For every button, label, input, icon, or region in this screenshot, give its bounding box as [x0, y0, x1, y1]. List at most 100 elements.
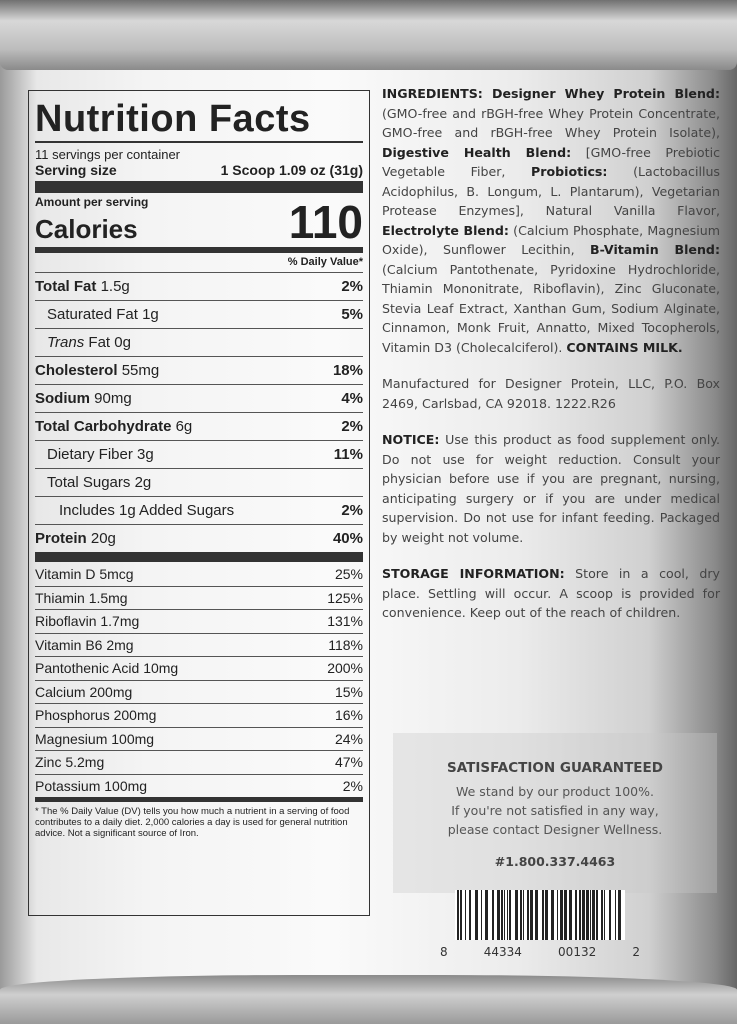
vitamin-name: Phosphorus: [35, 707, 110, 724]
vitamin-dv: 200%: [327, 660, 363, 677]
barcode-bar: [545, 890, 548, 940]
ingredient-heading: Probiotics:: [531, 164, 608, 179]
ingredient-text: [GMO-free Prebiotic Vegetable Fiber,: [382, 144, 720, 180]
vitamin-name-amount: Vitamin B6 2mg: [35, 637, 134, 653]
servings-per-container: 11 servings per container: [35, 147, 181, 162]
vitamin-amount: 100mg: [111, 730, 155, 747]
footnote: * The % Daily Value (DV) tells you how m…: [35, 797, 363, 843]
amount-per-serving: Amount per serving: [35, 195, 149, 209]
satisfaction-line: If you're not satisfied in any way,: [451, 803, 659, 818]
nutrient-name: Protein: [35, 530, 87, 547]
vitamin-dv: 118%: [328, 636, 363, 653]
vitamin-row: Vitamin D 5mcg 25%: [35, 562, 363, 586]
nutrient-amount: 90mg: [94, 390, 132, 407]
barcode-bar: [560, 890, 563, 940]
vitamin-row: Thiamin 1.5mg 125%: [35, 585, 363, 610]
nutrient-amount: 20g: [90, 530, 116, 547]
vitamin-amount: 100mg: [104, 777, 148, 794]
barcode-bar: [542, 890, 544, 940]
barcode-bar: [485, 890, 488, 940]
vitamin-row: Zinc 5.2mg 47%: [35, 750, 363, 774]
ingredients-text: INGREDIENTS: Designer Whey Protein Blend…: [382, 84, 720, 357]
divider: [35, 552, 363, 562]
ingredient-heading: INGREDIENTS: Designer Whey Protein Blend…: [382, 86, 720, 101]
nutrient-amount: 2g: [134, 474, 152, 491]
nutrient-amount: 0g: [114, 334, 131, 351]
ingredient-heading: B-Vitamin Blend:: [590, 242, 720, 257]
nutrient-dv: 4%: [341, 390, 363, 407]
barcode-bar: [601, 890, 603, 940]
calories-value: 110: [288, 196, 363, 248]
barcode-bar: [492, 890, 494, 940]
satisfaction-box: SATISFACTION GUARANTEED We stand by our …: [393, 733, 717, 893]
barcode-bar: [515, 890, 518, 940]
nutrient-dv: 5%: [341, 306, 363, 323]
vitamin-name-amount: Vitamin D 5mcg: [35, 566, 134, 582]
ingredient-text: (Calcium Phosphate, Magnesium Oxide), Su…: [382, 222, 720, 258]
barcode-bar: [618, 890, 621, 940]
daily-value-header: % Daily Value*: [287, 256, 363, 268]
nutrient-row: Trans Fat 0g: [35, 328, 363, 356]
nutrient-amount: 3g: [137, 446, 154, 463]
ingredient-heading: Digestive Health Blend:: [382, 144, 572, 160]
can-bottom-rim: [0, 975, 737, 1024]
nutrient-row: Cholesterol 55mg 18%: [35, 356, 363, 384]
nutrient-name: Total Fat: [35, 278, 97, 295]
barcode-bar: [586, 890, 589, 940]
vitamin-name-amount: Riboflavin 1.7mg: [35, 613, 139, 629]
vitamin-amount: 5mcg: [99, 565, 134, 582]
nutrient-row: Includes 1g Added Sugars 2%: [35, 496, 363, 524]
barcode-digits: 00132: [558, 945, 597, 959]
barcode-bar: [481, 890, 482, 940]
vitamin-name: Pantothenic Acid: [35, 660, 140, 677]
vitamin-name-amount: Phosphorus 200mg: [35, 707, 156, 723]
vitamin-row: Pantothenic Acid 10mg 200%: [35, 656, 363, 680]
serving-size-value: 1 Scoop 1.09 oz (31g): [220, 162, 363, 178]
vitamin-name-amount: Potassium 100mg: [35, 778, 147, 794]
barcode-bar: [609, 890, 611, 940]
barcode-bar: [509, 890, 511, 940]
calories: Calories 110: [35, 199, 363, 245]
nutrient-name: Saturated Fat: [47, 306, 138, 323]
barcode-bar: [460, 890, 462, 940]
barcode-bar: [469, 890, 471, 940]
barcode-bar: [564, 890, 567, 940]
nutrient-name-amount: Saturated Fat 1g: [35, 306, 159, 323]
barcode-bar: [520, 890, 522, 940]
vitamin-dv: 2%: [342, 777, 363, 794]
nutrition-facts-label: Nutrition Facts 11 servings per containe…: [28, 90, 370, 916]
nutrient-name-amount: Total Sugars 2g: [35, 474, 151, 491]
barcode-bar: [615, 890, 616, 940]
nutrient-name-amount: Cholesterol 55mg: [35, 362, 159, 379]
ingredient-heading: Electrolyte Blend:: [382, 222, 509, 238]
nutrient-dv: 2%: [341, 278, 363, 295]
vitamin-name: Zinc: [35, 754, 62, 771]
vitamin-dv: 15%: [334, 683, 363, 700]
barcode-bar: [582, 890, 585, 940]
barcode-number: 8 44334 00132 2: [440, 945, 640, 959]
nutrient-row: Protein 20g 40%: [35, 524, 363, 552]
barcode-digits: 44334: [483, 945, 522, 959]
barcode-bar: [604, 890, 605, 940]
vitamin-amount: 10mg: [143, 660, 179, 677]
barcode-bar: [507, 890, 508, 940]
nutrient-name-amount: Dietary Fiber 3g: [35, 446, 154, 463]
barcode-bar: [497, 890, 500, 940]
satisfaction-line: please contact Designer Wellness.: [447, 822, 663, 837]
manufacturer: Manufactured for Designer Protein, LLC, …: [382, 376, 720, 411]
ingredient-heading: CONTAINS MILK.: [566, 339, 683, 355]
nutrient-name: Includes 1g Added Sugars: [59, 502, 235, 519]
notice-text: Use this product as food supplement only…: [382, 432, 720, 545]
satisfaction-title: SATISFACTION GUARANTEED: [447, 760, 663, 776]
barcode-bar: [457, 890, 459, 940]
nutrient-name: Sodium: [35, 390, 90, 407]
nutrient-name: Total Carbohydrate: [35, 418, 172, 435]
satisfaction-line: We stand by our product 100%.: [456, 784, 654, 799]
nutrient-amount: 6g: [175, 418, 193, 435]
nutrient-name: Dietary Fiber: [47, 446, 133, 463]
vitamin-dv: 47%: [334, 754, 363, 771]
phone-number: #1.800.337.4463: [494, 854, 616, 869]
barcode-bar: [527, 890, 529, 940]
vitamin-name: Potassium: [35, 777, 101, 794]
notice: NOTICE: Use this product as food supplem…: [382, 430, 720, 547]
